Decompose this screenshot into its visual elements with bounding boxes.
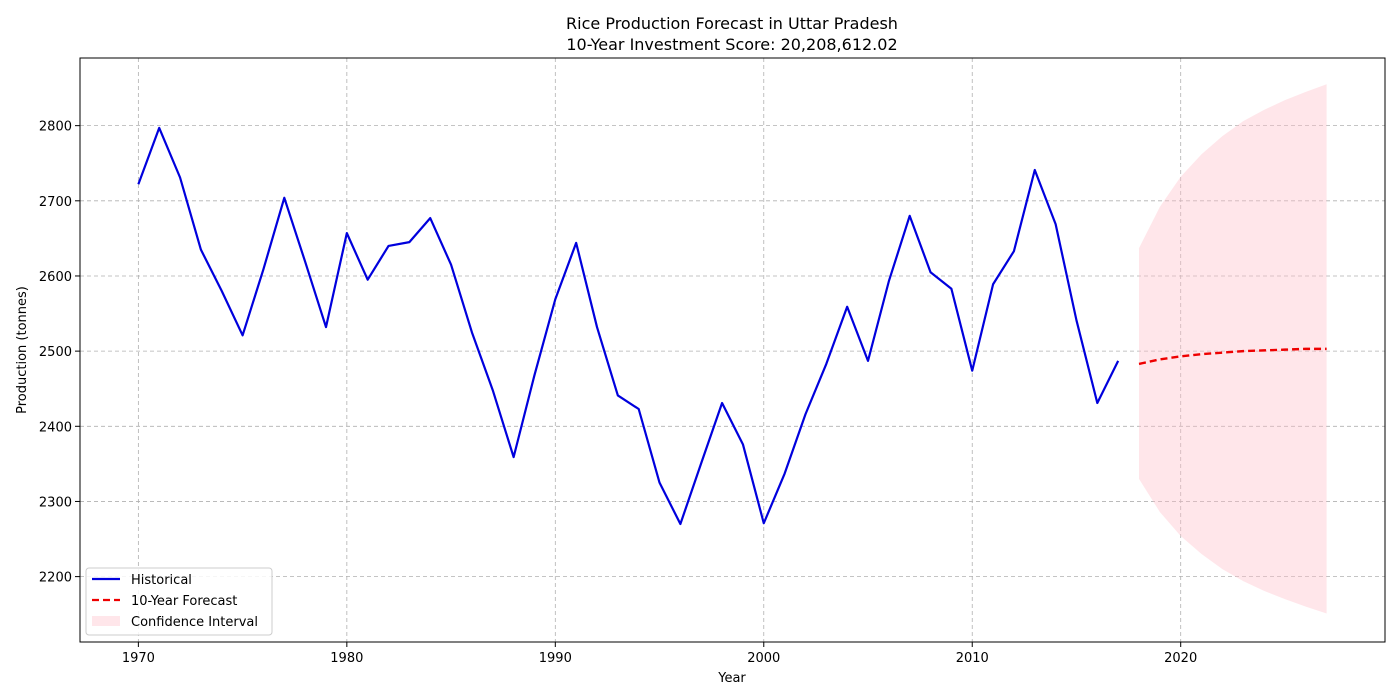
chart-title: Rice Production Forecast in Uttar Prades…	[566, 14, 898, 33]
x-tick-label: 2000	[747, 651, 780, 666]
series-lines	[137, 126, 1327, 526]
plot-frame	[79, 57, 1386, 643]
legend-forecast-label: 10-Year Forecast	[131, 594, 237, 609]
confidence-interval-band	[1139, 84, 1327, 614]
x-tick-label: 2010	[956, 651, 989, 666]
historical-line	[137, 126, 1120, 526]
legend-box	[85, 567, 273, 636]
y-tick-label: 2600	[39, 270, 72, 285]
x-axis-label: Year	[717, 671, 746, 686]
chart-subtitle: 10-Year Investment Score: 20,208,612.02	[566, 35, 897, 54]
legend-confidence-swatch	[92, 616, 120, 626]
forecast-line	[1138, 347, 1327, 366]
y-tick-label: 2200	[39, 571, 72, 586]
x-tick-label: 1970	[122, 651, 155, 666]
legend: Historical 10-Year Forecast Confidence I…	[85, 567, 273, 636]
x-axis-ticks: 1970 1980 1990 2000 2010 2020	[122, 642, 1197, 666]
y-axis-label: Production (tonnes)	[15, 286, 30, 414]
x-tick-label: 1990	[539, 651, 572, 666]
y-tick-label: 2800	[39, 120, 72, 135]
y-tick-label: 2700	[39, 195, 72, 210]
x-tick-label: 2020	[1164, 651, 1197, 666]
y-axis-ticks: 2200 2300 2400 2500 2600 2700 2800	[39, 120, 80, 586]
y-tick-label: 2400	[39, 420, 72, 435]
y-tick-label: 2500	[39, 345, 72, 360]
x-tick-label: 1980	[330, 651, 363, 666]
y-tick-label: 2300	[39, 495, 72, 510]
confidence-interval-area	[1139, 84, 1327, 614]
legend-confidence-label: Confidence Interval	[131, 615, 258, 630]
legend-historical-label: Historical	[131, 573, 192, 588]
grid	[80, 58, 1385, 642]
